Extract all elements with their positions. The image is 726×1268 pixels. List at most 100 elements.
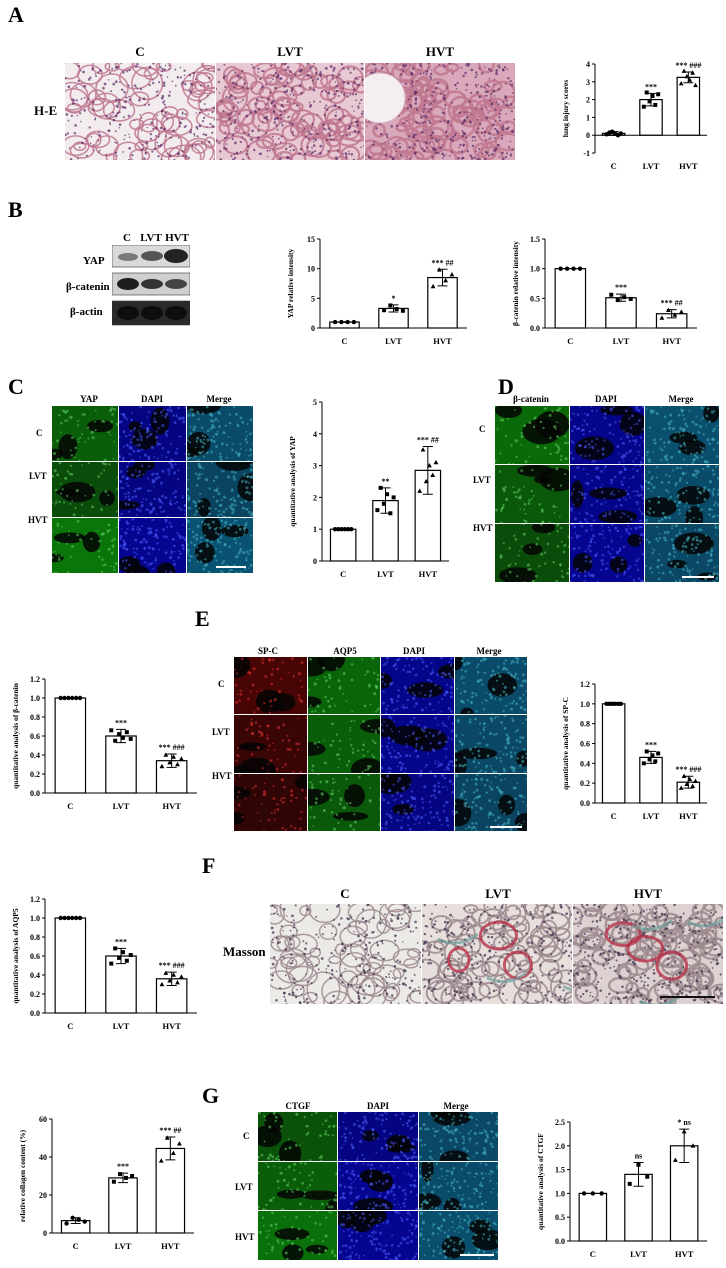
data-point <box>678 785 684 790</box>
significance-label: *** <box>117 1162 129 1171</box>
data-point <box>622 295 627 300</box>
y-tick-label: 0.8 <box>30 713 40 722</box>
data-point <box>82 1219 87 1224</box>
significance-label: ** <box>382 477 390 486</box>
fluor-cell <box>307 715 380 773</box>
fluor-cell <box>570 524 644 582</box>
g-row-c: C <box>243 1131 250 1141</box>
x-tick-label: LVT <box>643 811 660 821</box>
fluor-grid-bcatenin <box>495 406 719 582</box>
fluor-cell <box>495 524 569 582</box>
data-point <box>628 296 633 301</box>
c-row-lvt: LVT <box>29 471 47 481</box>
data-point <box>684 781 690 786</box>
data-point <box>336 527 341 532</box>
data-point <box>581 1191 587 1196</box>
d-row-lvt: LVT <box>473 475 491 485</box>
x-tick-label: HVT <box>679 811 698 821</box>
y-tick-label: 1.2 <box>580 680 590 689</box>
data-point <box>687 77 693 82</box>
data-point <box>672 1157 678 1162</box>
y-tick-label: 20 <box>39 1191 47 1200</box>
x-tick-label: LVT <box>613 336 630 346</box>
blot-band-bcatenin-c <box>117 278 139 290</box>
x-tick-label: HVT <box>679 161 698 171</box>
fluor-cell <box>186 406 253 461</box>
error-bar <box>422 446 433 495</box>
masson-group-lvt: LVT <box>485 886 511 901</box>
data-point <box>627 1181 632 1186</box>
masson-texture <box>573 904 723 1004</box>
y-tick-label: 0 <box>43 1229 47 1238</box>
chart-spc-quant: 0.0 0.2 0.4 0.6 0.8 1.0 1.2 quantitative analys… <box>555 670 715 825</box>
scale-bar-f <box>660 996 715 998</box>
data-point <box>385 492 390 497</box>
x-tick-label: LVT <box>630 1249 647 1259</box>
chart-aqp5-quant: 0.0 0.2 0.4 0.6 0.8 1.0 1.2 quantitative analys… <box>5 885 205 1035</box>
data-point <box>684 73 690 79</box>
x-tick-label: C <box>611 161 617 171</box>
data-point <box>644 749 649 754</box>
fluor-cell <box>234 773 307 831</box>
d-channel-merge: Merge <box>668 394 694 404</box>
y-tick-label: 0.4 <box>580 759 590 768</box>
data-point <box>339 527 344 532</box>
he-group-lvt: LVT <box>277 44 303 59</box>
data-point <box>120 950 125 955</box>
d-row-c: C <box>479 424 486 434</box>
masson-image-lvt <box>422 904 572 1004</box>
x-tick-label: C <box>341 336 347 346</box>
bar-lvt <box>605 297 637 329</box>
fluor-cell <box>258 1211 338 1260</box>
bar-c <box>601 703 626 804</box>
data-point <box>558 266 563 271</box>
data-point <box>124 958 129 963</box>
data-point <box>124 1175 129 1180</box>
data-point <box>159 763 165 769</box>
data-point <box>120 735 125 740</box>
y-tick-label: 0.4 <box>30 751 40 760</box>
chart-yap-quant: 0 1 2 3 4 5 quantitative analysis of YAP C ** LVT… <box>282 388 457 583</box>
significance-label: *** ### <box>159 961 185 970</box>
y-tick-label: 0.6 <box>30 732 40 741</box>
fluor-cell <box>307 773 380 831</box>
fluor-cell <box>52 462 119 517</box>
fluor-cell <box>381 715 454 773</box>
chart-bcatenin-quant: 0.0 0.2 0.4 0.6 0.8 1.0 1.2 quantitative analys… <box>5 665 205 815</box>
masson-image-hvt <box>573 904 723 1004</box>
fluor-cell <box>381 773 454 831</box>
bar-c <box>329 528 357 562</box>
data-point <box>117 1172 122 1177</box>
fluor-cell <box>338 1112 418 1161</box>
data-point <box>167 760 173 765</box>
data-point <box>430 472 436 477</box>
y-tick-label: 0.5 <box>555 1213 565 1222</box>
data-point <box>66 915 71 921</box>
he-texture <box>216 63 364 160</box>
c-row-c: C <box>36 428 43 438</box>
significance-label: *** ### <box>675 61 701 70</box>
data-point <box>609 292 614 297</box>
data-point <box>590 1191 596 1196</box>
y-tick-label: 5 <box>311 294 315 303</box>
data-point <box>339 319 344 325</box>
data-point <box>345 527 351 532</box>
y-tick-label: 0.2 <box>30 990 40 999</box>
fluor-grid-yap <box>52 406 253 573</box>
c-channel-yap: YAP <box>80 394 98 404</box>
y-tick-label: 0 <box>311 324 315 333</box>
e-channel-aqp5: AQP5 <box>333 646 357 656</box>
fluor-cell <box>186 462 253 517</box>
data-point <box>128 953 133 958</box>
y-axis-label: quantitative analysis of β-catenin <box>11 682 20 789</box>
significance-label: * <box>392 294 396 303</box>
y-tick-label: 2.0 <box>555 1142 565 1151</box>
y-tick-label: 1.0 <box>530 265 540 274</box>
scale-bar-c <box>216 566 246 568</box>
chart-lung-injury: -1 0 1 2 3 4 lung injury scores C *** LVT *** ### H… <box>555 50 715 175</box>
panel-label-a: A <box>8 2 24 27</box>
he-texture <box>65 63 215 160</box>
x-tick-label: LVT <box>643 161 660 171</box>
data-point <box>70 1215 75 1220</box>
data-point <box>599 1191 604 1196</box>
